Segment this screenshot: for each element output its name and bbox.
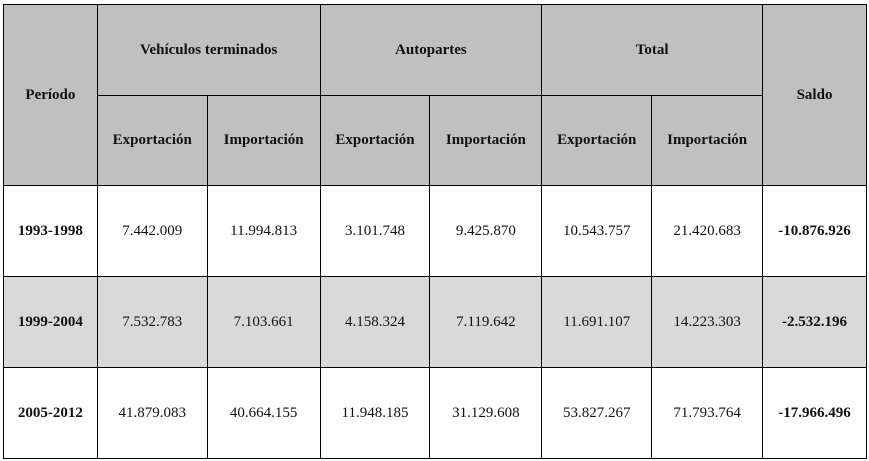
auto-imp-cell: 7.119.642 [429,276,543,368]
header-total-exportacion: Exportación [541,95,653,186]
period-cell: 2005-2012 [3,367,98,459]
veh-exp-cell: 7.442.009 [96,185,208,277]
saldo-cell: -10.876.926 [762,185,867,277]
total-exp-cell: 10.543.757 [541,185,653,277]
header-period: Período [3,4,98,186]
veh-imp-cell: 11.994.813 [206,185,321,277]
total-exp-cell: 53.827.267 [541,367,653,459]
veh-imp-cell: 40.664.155 [206,367,321,459]
auto-imp-cell: 9.425.870 [429,185,543,277]
period-cell: 1993-1998 [3,185,98,277]
table-row: 2005-2012 41.879.083 40.664.155 11.948.1… [3,367,867,459]
veh-exp-cell: 7.532.783 [96,276,208,368]
auto-imp-cell: 31.129.608 [429,367,543,459]
header-total-importacion: Importación [651,95,764,186]
total-imp-cell: 14.223.303 [651,276,764,368]
header-total: Total [541,4,764,96]
table-row: 1999-2004 7.532.783 7.103.661 4.158.324 … [3,276,867,368]
auto-exp-cell: 11.948.185 [319,367,431,459]
saldo-cell: -2.532.196 [762,276,867,368]
header-saldo: Saldo [762,4,867,186]
total-imp-cell: 21.420.683 [651,185,764,277]
header-auto-exportacion: Exportación [319,95,431,186]
saldo-cell: -17.966.496 [762,367,867,459]
header-vehiculos-terminados: Vehículos terminados [96,4,321,96]
auto-exp-cell: 4.158.324 [319,276,431,368]
veh-exp-cell: 41.879.083 [96,367,208,459]
header-auto-importacion: Importación [429,95,543,186]
auto-exp-cell: 3.101.748 [319,185,431,277]
veh-imp-cell: 7.103.661 [206,276,321,368]
header-veh-exportacion: Exportación [96,95,208,186]
total-imp-cell: 71.793.764 [651,367,764,459]
table-row: 1993-1998 7.442.009 11.994.813 3.101.748… [3,185,867,277]
period-cell: 1999-2004 [3,276,98,368]
total-exp-cell: 11.691.107 [541,276,653,368]
header-autopartes: Autopartes [319,4,543,96]
header-veh-importacion: Importación [206,95,321,186]
trade-balance-table: Período Vehículos terminados Autopartes … [3,4,867,459]
